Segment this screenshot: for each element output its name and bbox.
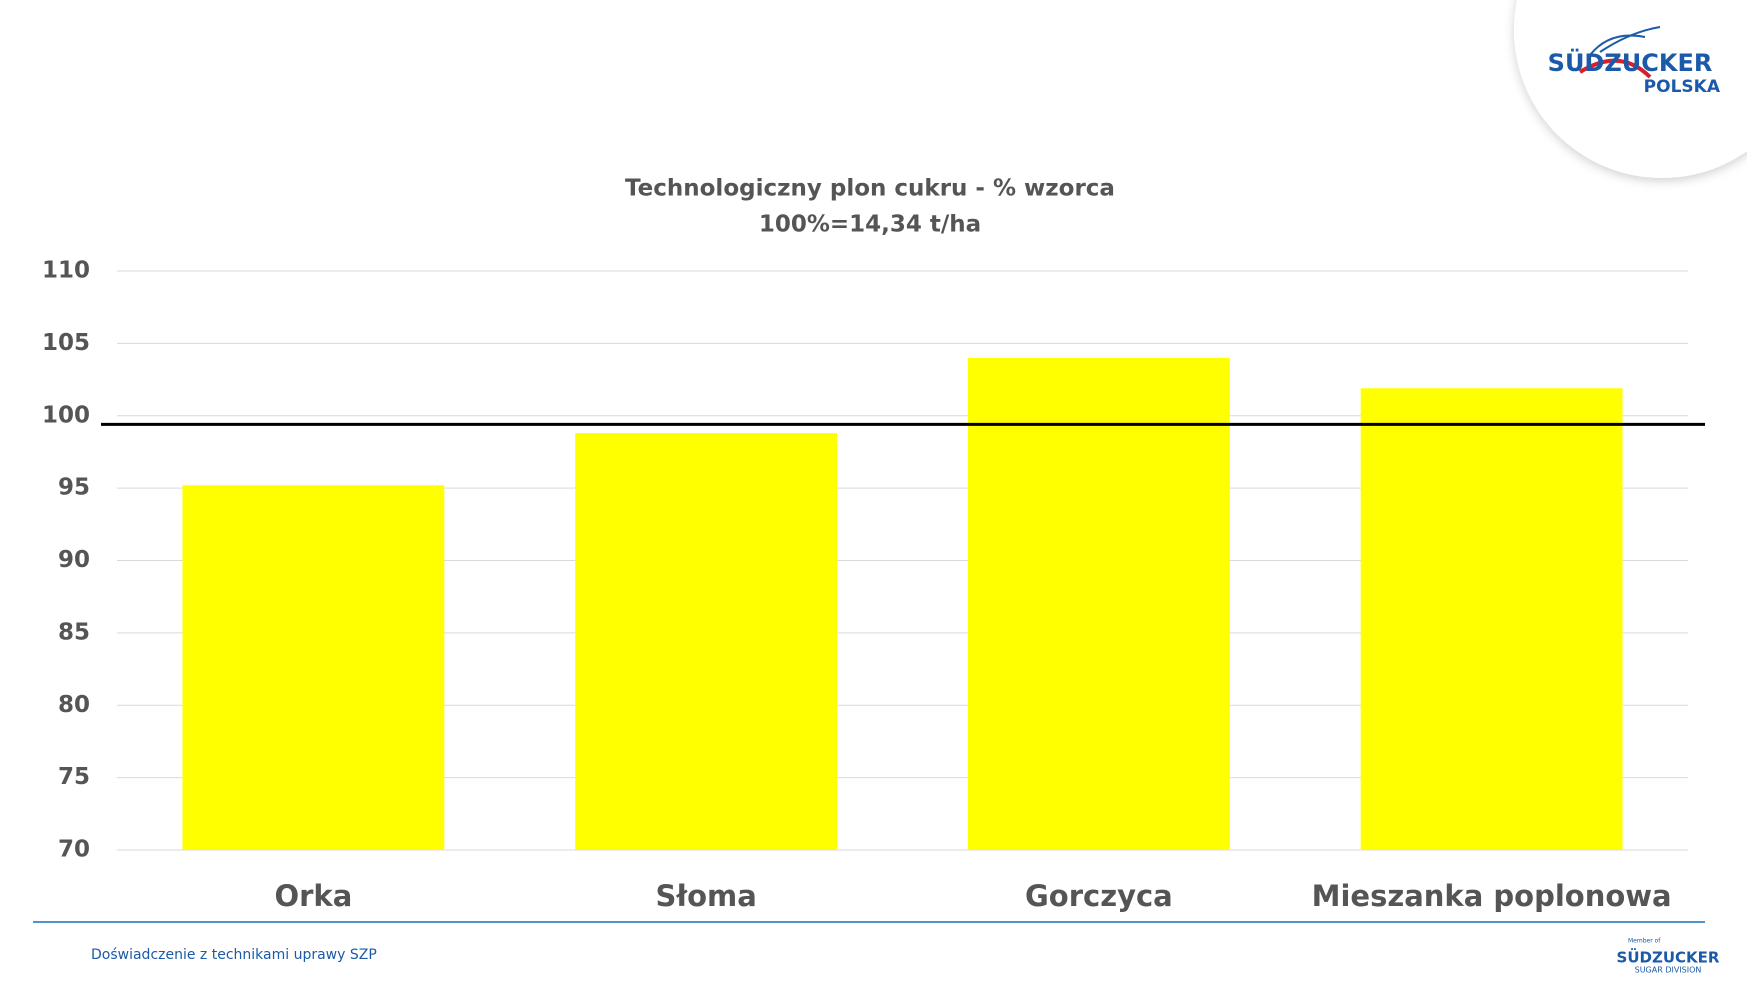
logo-swoosh (1589, 26, 1661, 56)
x-tick-label: Słoma (655, 879, 756, 913)
chart-title: Technologiczny plon cukru - % wzorca (625, 176, 1115, 202)
footer-logo-member: Member of (1628, 938, 1661, 945)
bar (575, 433, 838, 850)
chart-subtitle: 100%=14,34 t/ha (759, 212, 981, 238)
footer-logo-sub: SUGAR DIVISION (1635, 966, 1702, 975)
footer-logo-name: SÜDZUCKER (1617, 948, 1720, 967)
logo-name: SÜDZUCKER (1548, 47, 1713, 77)
x-tick-label: Gorczyca (1025, 879, 1173, 913)
x-tick-label: Orka (274, 879, 352, 913)
y-tick-label: 75 (58, 764, 90, 790)
bar (1360, 388, 1623, 850)
y-tick-label: 70 (58, 837, 90, 863)
y-tick-label: 95 (58, 475, 90, 501)
x-tick-label: Mieszanka poplonowa (1312, 879, 1672, 913)
bar (967, 357, 1230, 850)
logo-sub: POLSKA (1644, 77, 1721, 97)
bar (182, 485, 445, 850)
y-tick-label: 110 (42, 258, 90, 284)
y-tick-label: 100 (42, 402, 90, 428)
logo-swoosh-red (1578, 58, 1652, 79)
y-tick-label: 105 (42, 330, 90, 356)
logo-circle (1514, 0, 1747, 178)
footer-text: Doświadczenie z technikami uprawy SZP (91, 947, 377, 963)
y-tick-label: 90 (58, 547, 90, 573)
y-tick-label: 85 (58, 619, 90, 645)
y-tick-label: 80 (58, 692, 90, 718)
